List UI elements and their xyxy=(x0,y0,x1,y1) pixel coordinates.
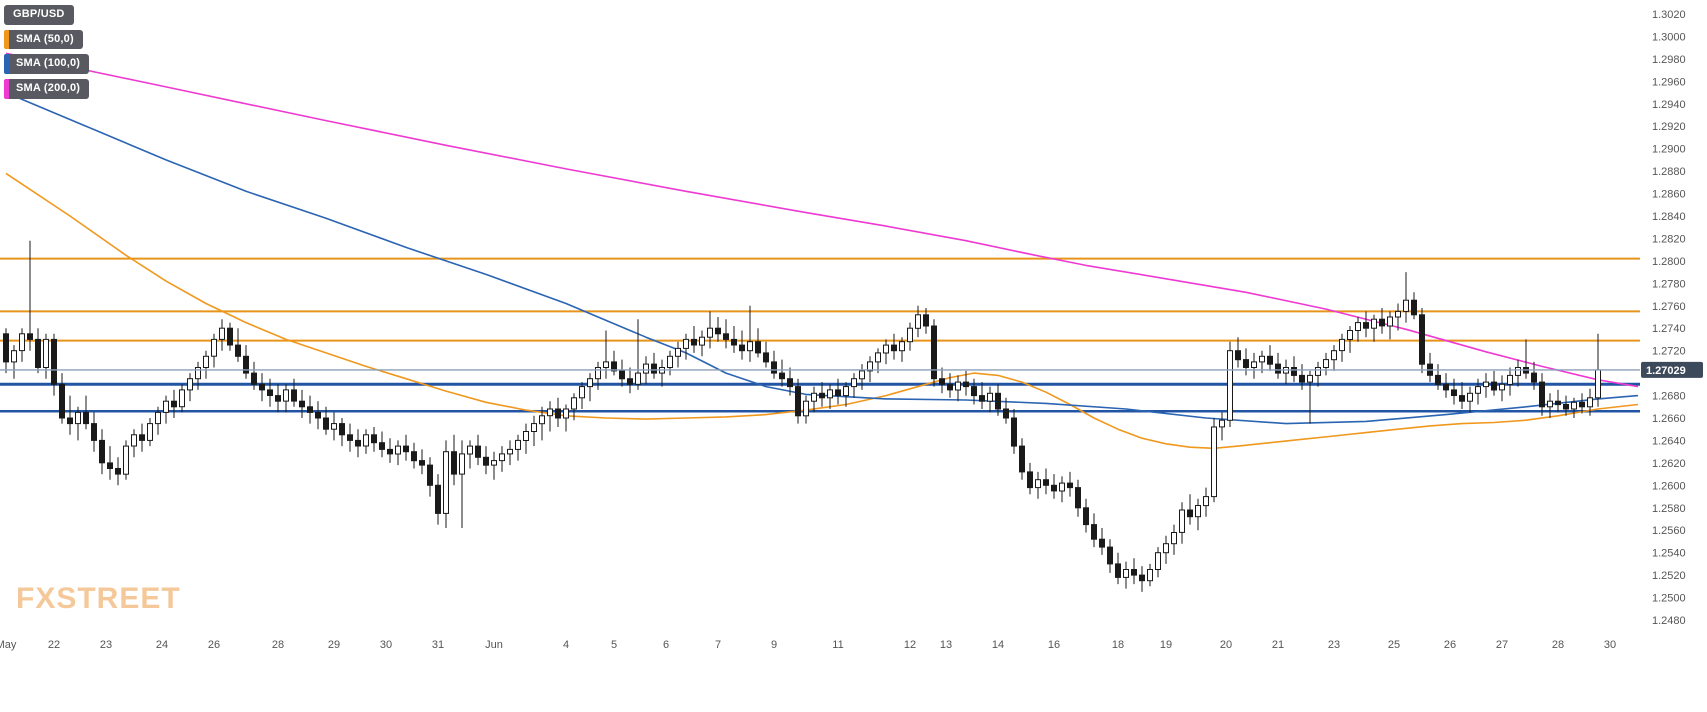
svg-text:23: 23 xyxy=(100,639,112,651)
svg-text:29: 29 xyxy=(328,639,340,651)
svg-text:May: May xyxy=(0,639,17,651)
svg-text:6: 6 xyxy=(663,639,669,651)
svg-text:1.2920: 1.2920 xyxy=(1652,121,1686,133)
svg-text:7: 7 xyxy=(715,639,721,651)
svg-text:26: 26 xyxy=(1444,639,1456,651)
svg-text:1.3020: 1.3020 xyxy=(1652,9,1686,21)
sma100-badge: SMA (100,0) xyxy=(4,54,90,74)
svg-text:Jun: Jun xyxy=(485,639,503,651)
svg-text:20: 20 xyxy=(1220,639,1232,651)
y-axis-labels: 1.3020 1.3000 1.2980 1.2960 1.2940 1.2920 1.29… xyxy=(1652,9,1686,627)
svg-text:28: 28 xyxy=(1552,639,1564,651)
svg-text:4: 4 xyxy=(563,639,569,651)
sma100-label: SMA (100,0) xyxy=(16,57,81,70)
svg-text:1.2680: 1.2680 xyxy=(1652,391,1686,403)
svg-text:1.2980: 1.2980 xyxy=(1652,54,1686,66)
svg-text:25: 25 xyxy=(1388,639,1400,651)
svg-text:1.3000: 1.3000 xyxy=(1652,31,1686,43)
svg-text:11: 11 xyxy=(832,639,843,651)
svg-text:1.2580: 1.2580 xyxy=(1652,503,1686,515)
sma50-badge: SMA (50,0) xyxy=(4,29,83,50)
x-axis-labels: May 22 23 24 26 28 29 30 31 Jun 4 5 6 7 9 11 12 13 14 16 18 1… xyxy=(0,639,1616,651)
svg-text:1.2640: 1.2640 xyxy=(1652,435,1686,447)
sma200-badge: SMA (200,0) xyxy=(4,78,90,99)
current-price-label: 1.27029 xyxy=(1641,361,1703,378)
svg-text:16: 16 xyxy=(1048,639,1060,651)
svg-text:1.2900: 1.2900 xyxy=(1652,144,1686,156)
sma-100-line xyxy=(5,91,1639,425)
svg-text:26: 26 xyxy=(208,639,220,651)
candles xyxy=(3,240,1601,592)
svg-text:18: 18 xyxy=(1112,639,1124,651)
svg-text:30: 30 xyxy=(380,639,392,651)
svg-text:23: 23 xyxy=(1328,639,1340,651)
pair-badge: GBP/USD xyxy=(4,5,74,25)
svg-text:22: 22 xyxy=(48,639,60,651)
svg-text:1.2940: 1.2940 xyxy=(1652,99,1686,111)
svg-text:24: 24 xyxy=(156,639,168,651)
svg-text:1.2620: 1.2620 xyxy=(1652,458,1686,470)
svg-text:9: 9 xyxy=(771,639,777,651)
svg-text:1.2600: 1.2600 xyxy=(1652,480,1686,492)
svg-text:1.2820: 1.2820 xyxy=(1652,233,1686,245)
fxstreet-watermark: FXSTREET xyxy=(16,582,181,615)
svg-text:1.2960: 1.2960 xyxy=(1652,76,1686,88)
svg-text:1.2780: 1.2780 xyxy=(1652,278,1686,290)
svg-text:1.2740: 1.2740 xyxy=(1652,323,1686,335)
svg-text:1.2540: 1.2540 xyxy=(1652,548,1686,560)
svg-text:1.2660: 1.2660 xyxy=(1652,413,1686,425)
svg-text:1.2860: 1.2860 xyxy=(1652,189,1686,201)
svg-text:21: 21 xyxy=(1272,639,1284,651)
sma-200-line xyxy=(5,52,1639,388)
sma200-label: SMA (200,0) xyxy=(16,81,81,94)
pair-label: GBP/USD xyxy=(13,8,65,20)
svg-text:28: 28 xyxy=(272,639,284,651)
svg-text:1.2880: 1.2880 xyxy=(1652,166,1686,178)
svg-text:13: 13 xyxy=(940,639,952,651)
svg-text:19: 19 xyxy=(1160,639,1172,651)
svg-text:1.2840: 1.2840 xyxy=(1652,211,1686,223)
svg-text:1.2520: 1.2520 xyxy=(1652,570,1686,582)
svg-text:1.2560: 1.2560 xyxy=(1652,525,1686,537)
svg-text:27: 27 xyxy=(1496,639,1508,651)
svg-text:1.2760: 1.2760 xyxy=(1652,301,1686,313)
svg-text:12: 12 xyxy=(904,639,916,651)
sma-50-line xyxy=(5,172,1639,450)
svg-text:31: 31 xyxy=(432,639,444,651)
svg-text:5: 5 xyxy=(611,639,617,651)
svg-text:1.2800: 1.2800 xyxy=(1652,256,1686,268)
svg-text:30: 30 xyxy=(1604,639,1616,651)
svg-text:1.2720: 1.2720 xyxy=(1652,346,1686,358)
level-lines xyxy=(0,257,1640,413)
svg-text:1.27029: 1.27029 xyxy=(1646,365,1686,377)
chart-legend: GBP/USD SMA (50,0) SMA (100,0) SMA (200,… xyxy=(4,5,90,99)
svg-text:1.2500: 1.2500 xyxy=(1652,593,1686,605)
sma50-label: SMA (50,0) xyxy=(16,32,74,45)
svg-text:14: 14 xyxy=(992,639,1004,651)
svg-text:1.2480: 1.2480 xyxy=(1652,615,1686,627)
